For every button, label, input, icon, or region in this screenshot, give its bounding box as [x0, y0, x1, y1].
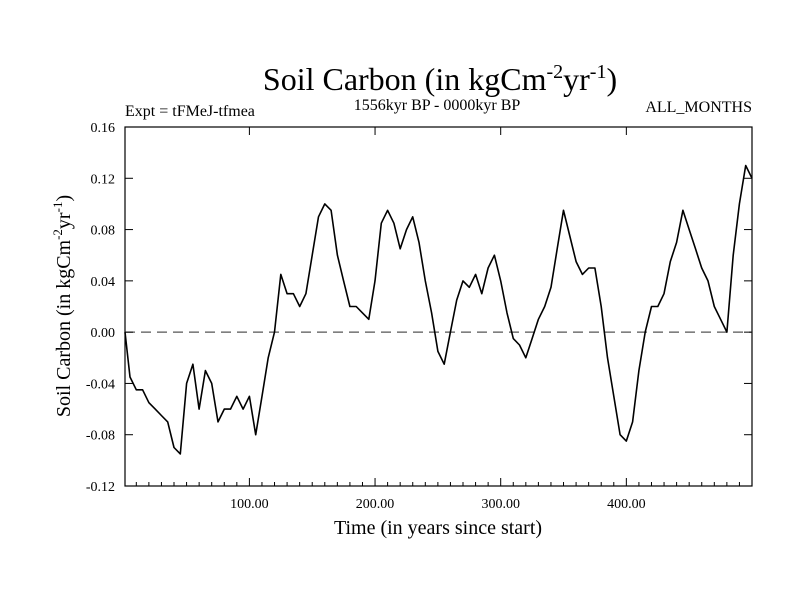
- soil-carbon-series-line: [124, 164, 753, 455]
- x-tick-label: 400.00: [607, 497, 646, 512]
- y-axis-label: Soil Carbon (in kgCm-2yr-1): [50, 195, 75, 417]
- y-tick-label: 0.00: [91, 326, 116, 341]
- x-axis-label: Time (in years since start): [334, 517, 542, 539]
- x-tick-label: 200.00: [356, 497, 395, 512]
- y-tick-label: -0.08: [86, 429, 115, 444]
- x-axis-ticks: 100.00 200.00 300.00 400.00: [135, 127, 740, 512]
- y-axis-ticks: -0.12 -0.08 -0.04 0.00 0.04 0.08 0.12 0.16: [86, 121, 752, 495]
- y-tick-label: -0.04: [86, 377, 115, 392]
- x-tick-label: 100.00: [230, 497, 269, 512]
- subtitle-period: 1556kyr BP - 0000kyr BP: [354, 97, 521, 114]
- y-tick-label: 0.08: [91, 224, 116, 239]
- chart-title: Soil Carbon (in kgCm-2yr-1): [263, 61, 617, 97]
- y-tick-label: 0.04: [91, 275, 116, 290]
- plot-frame: [124, 126, 753, 487]
- x-tick-label: 300.00: [481, 497, 520, 512]
- y-tick-label: 0.12: [91, 172, 116, 187]
- y-tick-label: -0.12: [86, 480, 115, 495]
- subtitle-experiment: Expt = tFMeJ-tfmea: [125, 103, 255, 120]
- subtitle-months: ALL_MONTHS: [645, 99, 752, 116]
- y-tick-label: 0.16: [91, 121, 116, 136]
